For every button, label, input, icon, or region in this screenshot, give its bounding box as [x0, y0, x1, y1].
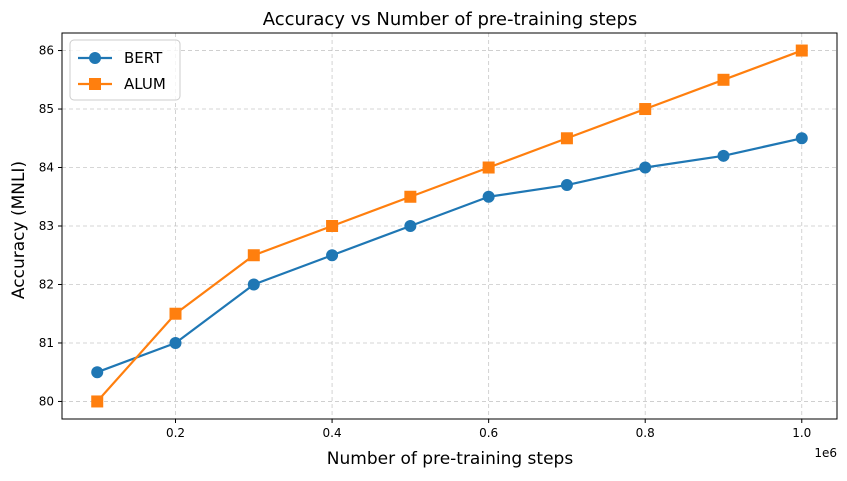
plot-area-frame — [61, 32, 838, 420]
y-tick-label: 83 — [39, 219, 54, 233]
data-point-bert — [326, 249, 339, 262]
y-tick-label: 86 — [39, 44, 54, 58]
data-point-bert — [482, 190, 495, 203]
data-point-alum — [169, 307, 182, 320]
data-point-bert — [717, 149, 730, 162]
data-point-bert — [404, 220, 417, 232]
data-point-alum — [247, 249, 260, 262]
x-tick-label: 0.4 — [323, 426, 342, 440]
data-point-bert — [795, 132, 808, 145]
x-tick-label: 0.6 — [479, 426, 498, 440]
series-line-bert — [96, 137, 803, 374]
data-point-alum — [404, 190, 417, 203]
y-axis-ticks: 80 81 82 83 84 85 86 — [39, 44, 62, 408]
data-point-alum — [91, 395, 104, 408]
x-axis-ticks: 0.2 0.4 0.6 0.8 1.0 — [166, 419, 811, 440]
y-tick-label: 85 — [39, 102, 54, 116]
legend-label-alum: ALUM — [124, 75, 166, 93]
data-point-bert — [169, 336, 182, 349]
data-point-alum — [795, 44, 808, 57]
x-axis-offset-label: 1e6 — [814, 446, 837, 460]
data-point-bert — [639, 161, 652, 174]
y-tick-label: 84 — [39, 161, 54, 175]
y-tick-label: 81 — [39, 336, 54, 350]
data-point-bert — [247, 278, 260, 291]
legend-marker-alum — [89, 78, 101, 90]
data-point-bert — [91, 366, 104, 379]
x-tick-label: 1.0 — [792, 426, 811, 440]
legend: BERT ALUM — [69, 39, 181, 101]
y-axis-label: Accuracy (MNLI) — [9, 161, 29, 299]
data-point-alum — [639, 103, 652, 116]
data-point-alum — [482, 161, 495, 174]
x-tick-label: 0.8 — [636, 426, 655, 440]
legend-item-bert: BERT — [78, 49, 163, 67]
series-line-alum — [96, 49, 803, 403]
data-series — [91, 44, 808, 408]
data-point-alum — [560, 132, 573, 145]
data-point-alum — [717, 73, 730, 86]
y-tick-label: 82 — [39, 277, 54, 291]
legend-marker-bert — [89, 52, 101, 64]
x-axis-label: Number of pre-training steps — [327, 449, 574, 469]
legend-item-alum: ALUM — [78, 75, 166, 93]
data-point-bert — [560, 179, 573, 192]
data-point-alum — [326, 220, 339, 232]
chart-title: Accuracy vs Number of pre-training steps — [263, 9, 638, 30]
y-tick-label: 80 — [39, 394, 54, 408]
x-tick-label: 0.2 — [166, 426, 185, 440]
legend-label-bert: BERT — [124, 49, 163, 67]
